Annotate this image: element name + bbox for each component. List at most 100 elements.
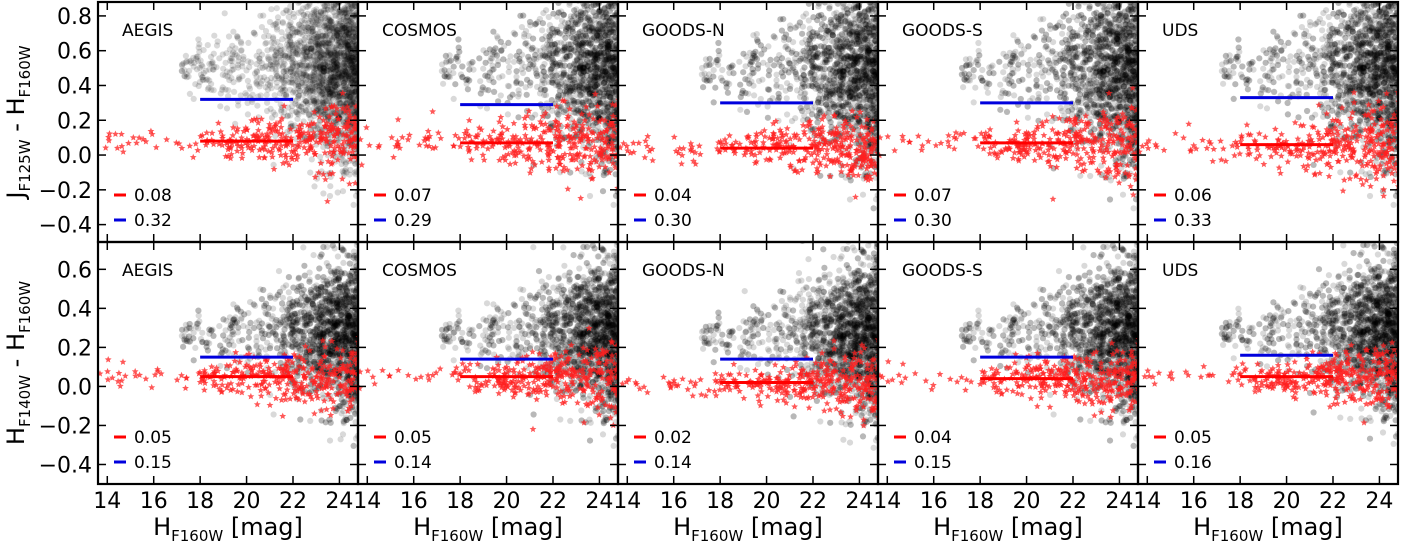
source-point — [325, 52, 332, 60]
source-point — [223, 105, 231, 112]
source-point — [329, 82, 336, 89]
source-point — [328, 65, 335, 72]
source-point — [337, 26, 344, 33]
source-point — [346, 76, 353, 83]
source-point — [321, 81, 328, 88]
source-point — [263, 39, 270, 46]
source-point — [303, 44, 310, 51]
source-point — [282, 67, 289, 74]
source-point — [279, 73, 286, 80]
source-point — [351, 77, 358, 84]
source-point — [303, 98, 310, 105]
source-point — [340, 24, 347, 31]
source-point — [596, 44, 603, 51]
source-point — [310, 100, 317, 107]
source-point — [332, 70, 339, 77]
source-point — [349, 100, 356, 107]
source-point — [320, 100, 327, 107]
star-point — [322, 175, 329, 183]
source-point — [293, 63, 300, 70]
source-point — [338, 43, 345, 50]
source-point — [302, 71, 309, 78]
source-point — [490, 79, 497, 86]
source-point — [336, 21, 343, 28]
source-point — [570, 97, 578, 104]
source-point — [326, 76, 333, 83]
source-point — [318, 83, 325, 91]
source-point — [345, 17, 352, 24]
source-point — [321, 51, 328, 58]
source-point — [490, 28, 497, 35]
source-point — [302, 77, 309, 84]
source-point — [342, 68, 350, 75]
source-point — [276, 90, 284, 97]
star-point — [163, 136, 171, 143]
source-point — [515, 114, 522, 121]
source-point — [480, 65, 487, 72]
source-point — [609, 22, 616, 29]
source-point — [332, 4, 339, 11]
source-point — [334, 52, 341, 59]
source-point — [322, 22, 329, 29]
source-point — [345, 42, 352, 50]
source-point — [279, 77, 286, 84]
source-point — [277, 43, 284, 50]
source-point — [322, 64, 329, 71]
source-point — [256, 48, 263, 55]
source-point — [339, 188, 347, 195]
source-point — [320, 72, 327, 79]
source-point — [297, 38, 304, 45]
star-point — [479, 151, 487, 159]
source-point — [299, 29, 306, 36]
source-point — [293, 50, 300, 58]
source-point — [344, 56, 351, 63]
source-point — [328, 89, 335, 96]
source-point — [277, 52, 284, 59]
source-point — [353, 77, 358, 84]
source-point — [294, 73, 301, 80]
source-point — [351, 34, 358, 41]
source-point — [320, 67, 327, 74]
star-point — [125, 139, 132, 147]
source-point — [324, 63, 331, 70]
source-point — [329, 73, 336, 80]
source-point — [319, 70, 326, 77]
legend-red-value: 0.08 — [134, 186, 172, 206]
source-point — [343, 18, 350, 25]
source-point — [235, 58, 242, 65]
source-point — [287, 112, 294, 119]
source-point — [317, 153, 324, 160]
source-point — [295, 41, 302, 48]
source-point — [346, 45, 353, 52]
source-point — [260, 12, 267, 19]
source-point — [483, 50, 490, 57]
source-point — [298, 74, 306, 82]
star-point — [394, 116, 402, 123]
source-point — [283, 7, 290, 14]
source-point — [199, 74, 206, 81]
source-point — [342, 7, 349, 14]
source-point — [294, 28, 301, 35]
source-point — [346, 41, 353, 49]
source-point — [181, 72, 188, 80]
source-point — [196, 41, 203, 48]
source-point — [340, 34, 347, 41]
source-point — [307, 41, 314, 48]
source-point — [319, 99, 326, 106]
source-point — [334, 61, 341, 68]
source-point — [287, 66, 295, 73]
source-point — [258, 60, 265, 67]
source-point — [277, 47, 284, 55]
source-point — [288, 42, 295, 49]
source-point — [343, 71, 350, 78]
source-point — [348, 99, 355, 106]
source-point — [339, 28, 346, 35]
source-point — [338, 160, 345, 168]
source-point — [351, 53, 358, 61]
source-point — [261, 33, 268, 40]
source-point — [246, 85, 254, 92]
source-point — [324, 84, 331, 91]
source-point — [353, 40, 358, 47]
source-point — [289, 60, 296, 67]
source-point — [322, 31, 329, 38]
